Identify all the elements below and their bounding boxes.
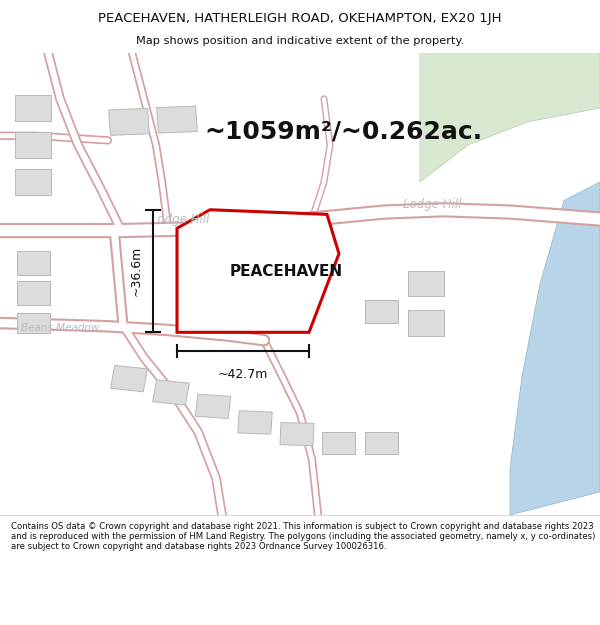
Bar	[408, 271, 444, 296]
Bar	[238, 411, 272, 434]
Text: PEACEHAVEN: PEACEHAVEN	[230, 264, 343, 279]
Bar	[15, 132, 51, 158]
Text: Map shows position and indicative extent of the property.: Map shows position and indicative extent…	[136, 36, 464, 46]
Bar	[17, 251, 49, 274]
Text: ~1059m²/~0.262ac.: ~1059m²/~0.262ac.	[204, 119, 482, 143]
Polygon shape	[177, 210, 339, 332]
Text: Lodge Hill: Lodge Hill	[151, 213, 209, 226]
Bar	[17, 312, 49, 334]
Bar	[15, 169, 51, 195]
Bar	[110, 366, 148, 392]
Polygon shape	[420, 52, 600, 182]
Bar	[152, 379, 190, 405]
Bar	[365, 432, 398, 454]
Bar	[280, 422, 314, 446]
Bar	[257, 272, 290, 295]
Text: PEACEHAVEN, HATHERLEIGH ROAD, OKEHAMPTON, EX20 1JH: PEACEHAVEN, HATHERLEIGH ROAD, OKEHAMPTON…	[98, 11, 502, 24]
Bar	[17, 281, 49, 304]
Text: Beans Meadow: Beans Meadow	[21, 322, 99, 332]
Text: ~36.6m: ~36.6m	[130, 246, 143, 296]
Bar	[15, 95, 51, 121]
Text: ~42.7m: ~42.7m	[218, 368, 268, 381]
Bar	[365, 301, 398, 322]
Polygon shape	[510, 182, 600, 515]
Bar	[109, 108, 149, 136]
Bar	[157, 106, 197, 133]
Bar	[408, 311, 444, 336]
Bar	[196, 394, 230, 419]
Text: Contains OS data © Crown copyright and database right 2021. This information is : Contains OS data © Crown copyright and d…	[11, 522, 595, 551]
Text: Lodge Hill: Lodge Hill	[403, 198, 461, 211]
Bar	[323, 432, 355, 454]
